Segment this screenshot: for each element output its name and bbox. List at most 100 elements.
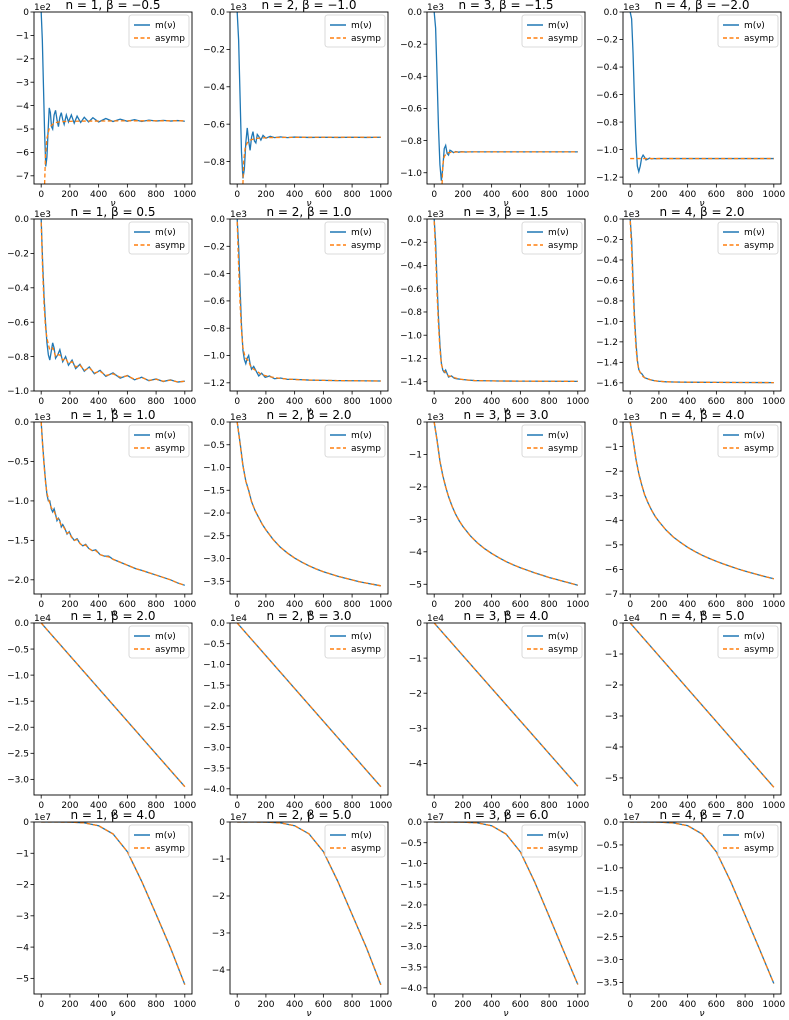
y-tick-label: −3.5: [203, 577, 225, 587]
axes-frame: [622, 218, 782, 392]
x-tick-label: 1000: [566, 801, 589, 811]
subplot-title: n = 2, β = 2.0: [267, 408, 352, 422]
legend-box: [324, 625, 386, 659]
y-tick-label: −0.5: [203, 640, 225, 650]
x-tick-label: 600: [512, 600, 529, 610]
y-tick-label: −7: [16, 172, 29, 182]
legend-label-m: m(ν): [744, 228, 765, 238]
legend-label-asymp: asymp: [351, 34, 381, 44]
series-line-asymp: [441, 151, 578, 184]
y-tick-label: −4.0: [203, 785, 225, 795]
legend-box: [128, 625, 190, 659]
y-tick-label: −0.2: [400, 238, 422, 248]
legend-box: [717, 625, 779, 659]
x-tick-label: 1000: [566, 600, 589, 610]
y-tick-label: −0.8: [596, 118, 618, 128]
y-tick-label: 0.0: [408, 215, 423, 225]
y-tick-label: −1.5: [596, 887, 618, 897]
legend: m(ν) asymp: [717, 824, 779, 858]
legend: m(ν) asymp: [521, 14, 583, 48]
y-tick-label: −3: [605, 492, 618, 502]
x-tick-label: 1000: [173, 397, 196, 407]
subplot-title: n = 2, β = 3.0: [267, 609, 352, 623]
axis-exponent-label: 1e4: [623, 614, 640, 624]
y-tick-label: 0.0: [211, 8, 226, 18]
x-axis-label: ν: [306, 810, 311, 820]
x-tick-label: 400: [483, 190, 500, 200]
y-tick-label: −0.8: [596, 297, 618, 307]
y-tick-label: −0.6: [400, 105, 422, 115]
legend-box: [128, 424, 190, 458]
x-tick-label: 800: [147, 600, 164, 610]
x-tick-label: 200: [61, 190, 78, 200]
x-tick-label: 800: [343, 600, 360, 610]
axis-exponent-label: 1e3: [230, 3, 247, 13]
x-tick-label: 0: [627, 1000, 633, 1010]
x-tick-label: 800: [540, 801, 557, 811]
y-tick-label: −0.4: [203, 83, 225, 93]
x-axis-label: ν: [699, 199, 704, 209]
x-tick-label: 0: [234, 190, 240, 200]
legend-label-m: m(ν): [548, 632, 569, 642]
subplot-title: n = 3, β = 6.0: [464, 808, 549, 822]
legend-box: [521, 221, 583, 255]
y-tick-label: −1.5: [203, 486, 225, 496]
series-line-asymp: [242, 136, 381, 184]
x-tick-label: 1000: [566, 190, 589, 200]
subplot-1-2: n = 2, β = −1.0 1e3 0.0 −0.2 −0.4 −0.6 −0.8 0 20…: [203, 0, 392, 209]
x-axis-label: ν: [699, 609, 704, 619]
legend-label-asymp: asymp: [351, 444, 381, 454]
y-tick-label: −0.4: [596, 256, 618, 266]
x-tick-label: 600: [708, 600, 725, 610]
x-tick-label: 0: [431, 190, 437, 200]
y-tick-label: −5: [605, 774, 618, 784]
y-tick-label: −1: [409, 451, 422, 461]
legend-box: [324, 824, 386, 858]
legend: m(ν) asymp: [717, 14, 779, 48]
series-line-asymp: [433, 623, 579, 787]
y-tick-label: −0.4: [7, 284, 29, 294]
axis-exponent-label: 1e7: [34, 813, 51, 823]
x-tick-label: 600: [512, 397, 529, 407]
subplot-title: n = 1, β = 0.5: [71, 205, 156, 219]
x-tick-label: 600: [119, 801, 136, 811]
series-line-asymp: [629, 221, 774, 384]
x-tick-label: 800: [343, 801, 360, 811]
y-tick-label: −3: [605, 712, 618, 722]
y-tick-label: −0.2: [400, 40, 422, 50]
x-tick-label: 0: [431, 1000, 437, 1010]
y-tick-label: −1.4: [400, 378, 422, 388]
legend-label-m: m(ν): [351, 632, 372, 642]
y-tick-label: −0.4: [400, 72, 422, 82]
subplot-2-1: n = 1, β = 0.5 1e3 0.0 −0.2 −0.4 −0.6 −0.8 −1.0…: [7, 205, 196, 416]
y-tick-label: −2.0: [400, 901, 422, 911]
x-tick-label: 0: [627, 801, 633, 811]
x-tick-label: 400: [483, 1000, 500, 1010]
x-tick-label: 0: [234, 801, 240, 811]
legend-label-m: m(ν): [744, 831, 765, 841]
legend-label-m: m(ν): [351, 21, 372, 31]
x-tick-label: 1000: [762, 1000, 785, 1010]
legend-label-asymp: asymp: [744, 241, 774, 251]
axes-frame: [426, 821, 586, 995]
legend-label-asymp: asymp: [548, 241, 578, 251]
subplot-title: n = 3, β = 1.5: [464, 205, 549, 219]
series-line-asymp: [40, 222, 185, 383]
y-tick-label: 0: [612, 619, 618, 629]
axes-frame: [622, 421, 782, 595]
axis-exponent-label: 1e7: [230, 813, 247, 823]
subplot-5-1: n = 1, β = 4.0 1e7 0 −1 −2 −3 −4 −5 0 200 400 600 80…: [16, 808, 197, 1019]
y-tick-label: −3: [409, 725, 422, 735]
x-tick-label: 400: [90, 190, 107, 200]
subplot-title: n = 1, β = 4.0: [71, 808, 156, 822]
y-tick-label: 0: [23, 818, 29, 828]
x-tick-label: 1000: [566, 1000, 589, 1010]
axes-frame: [426, 622, 586, 796]
y-tick-label: −1.0: [203, 464, 225, 474]
y-tick-label: −7: [605, 590, 618, 600]
y-tick-label: −5: [16, 975, 29, 985]
series-line-asymp: [629, 422, 774, 580]
x-tick-label: 400: [286, 397, 303, 407]
axis-exponent-label: 1e4: [427, 614, 444, 624]
legend-label-m: m(ν): [548, 228, 569, 238]
